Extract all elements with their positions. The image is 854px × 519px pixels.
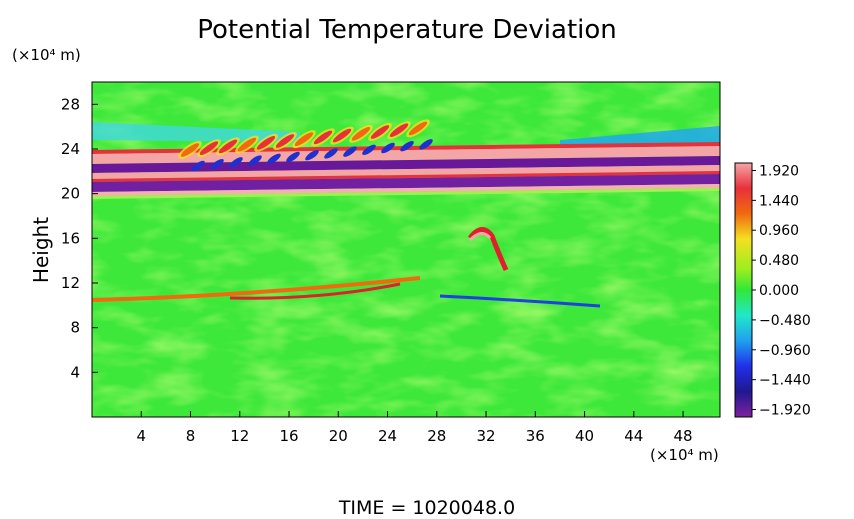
- y-tick-label: 12: [61, 274, 80, 292]
- wave-crest: [294, 132, 314, 146]
- x-tick-label: 40: [575, 427, 594, 445]
- filament: [229, 282, 401, 300]
- wave-crest: [275, 134, 295, 148]
- wave-crest: [218, 139, 238, 154]
- x-unit: (×10⁴ m): [650, 446, 719, 464]
- colorbar-label: −0.480: [759, 313, 811, 329]
- stripe: [92, 156, 720, 173]
- y-tick-label: 16: [61, 229, 80, 247]
- filament: [439, 294, 601, 308]
- wave-trough: [305, 149, 319, 161]
- wave-crest: [370, 125, 390, 139]
- wave-trough: [400, 140, 414, 152]
- x-tick-label: 16: [279, 427, 298, 445]
- stripe: [92, 171, 720, 182]
- x-tick-label: 20: [329, 427, 348, 445]
- colorbar-label: 1.440: [759, 193, 799, 209]
- x-tick-label: 44: [624, 427, 643, 445]
- plume: [468, 232, 492, 242]
- x-tick-label: 12: [230, 427, 249, 445]
- plume: [468, 227, 509, 272]
- colorbar-label: 0.480: [759, 253, 799, 269]
- x-tick-label: 4: [136, 427, 146, 445]
- wave-trough: [248, 155, 262, 166]
- wave-crest: [237, 137, 257, 152]
- wave-crest: [351, 127, 371, 141]
- wave-crest: [389, 123, 409, 137]
- wave-trough: [267, 153, 281, 165]
- y-tick-label: 8: [70, 319, 80, 337]
- wave-crest: [199, 141, 219, 155]
- wave-trough: [324, 148, 338, 159]
- x-tick-label: 32: [476, 427, 495, 445]
- colorbar: [734, 162, 753, 418]
- x-tick-label: 8: [186, 427, 196, 445]
- y-tick-label: 28: [61, 95, 80, 113]
- stripe: [92, 188, 720, 199]
- wave-trough: [419, 139, 433, 150]
- wave-crest: [256, 136, 276, 150]
- stripe: [92, 165, 720, 179]
- x-tick-label: 36: [526, 427, 545, 445]
- y-tick-label: 20: [61, 185, 80, 203]
- wave-trough: [191, 160, 205, 172]
- stripe: [92, 174, 720, 192]
- wave-trough: [362, 144, 376, 156]
- y-tick-label: 4: [70, 363, 80, 381]
- y-tick-label: 24: [61, 140, 80, 158]
- wave-trough: [229, 157, 243, 168]
- colorbar-label: 0.960: [759, 223, 799, 239]
- field: [92, 82, 720, 417]
- y-unit: (×10⁴ m): [12, 46, 81, 64]
- plot-frame: [91, 81, 721, 418]
- wave-trough: [343, 146, 357, 157]
- wave-crest: [332, 128, 352, 143]
- stripe: [92, 184, 720, 196]
- wave-crest: [408, 121, 428, 136]
- colorbar-label: −1.920: [759, 403, 811, 419]
- wave-trough: [210, 158, 224, 170]
- x-tick-label: 48: [674, 427, 693, 445]
- stripe: [92, 146, 720, 164]
- colorbar-label: 1.920: [759, 163, 799, 179]
- x-tick-label: 24: [378, 427, 397, 445]
- x-tick-label: 28: [427, 427, 446, 445]
- colorbar-label: −1.440: [759, 373, 811, 389]
- y-axis-label: Height: [29, 217, 53, 283]
- wave-trough: [381, 142, 395, 154]
- colorbar-label: −0.960: [759, 343, 811, 359]
- footer: TIME = 1020048.0: [338, 497, 515, 519]
- cyan-band: [92, 122, 300, 142]
- colorbar-label: 0.000: [759, 283, 799, 299]
- wave-trough: [286, 151, 300, 163]
- wave-crest: [313, 130, 333, 145]
- filament: [92, 276, 421, 302]
- wave-crest: [180, 143, 200, 157]
- chart-title: Potential Temperature Deviation: [197, 15, 617, 45]
